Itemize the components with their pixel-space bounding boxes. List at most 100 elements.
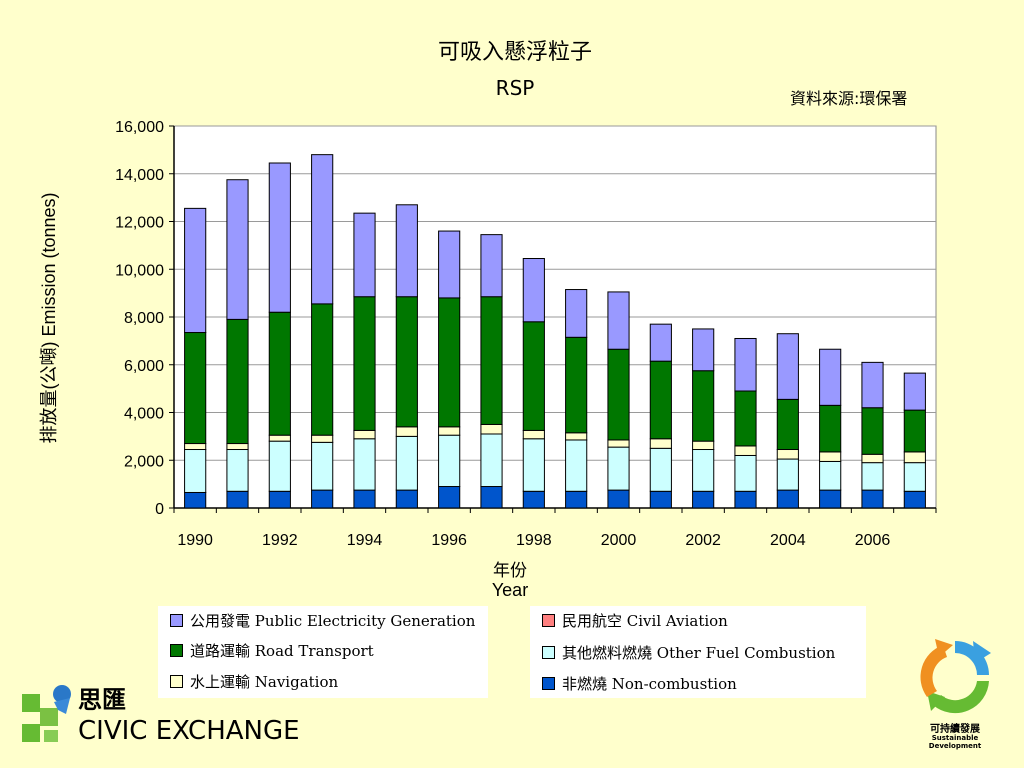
bar-segment (268, 162, 291, 313)
source-note: 資料來源:環保署 (790, 89, 908, 108)
bar-segment (353, 296, 376, 431)
bar-segment (480, 486, 503, 509)
x-tick-label: 1998 (516, 532, 552, 549)
bar-segment (438, 426, 461, 436)
bar-segment (607, 439, 630, 448)
bar-segment (692, 449, 715, 492)
bar-segment (903, 490, 926, 509)
y-tick-label: 2,000 (124, 453, 164, 470)
legend-item-road-transport: 道路運輸 Road Transport (170, 639, 374, 661)
recycle-arrows-icon (920, 639, 991, 714)
bar-segment (395, 204, 418, 298)
legend-right: 民用航空 Civil Aviation 其他燃料燃燒 Other Fuel Co… (530, 606, 866, 698)
legend-label: 民用航空 Civil Aviation (562, 611, 728, 630)
bar-segment (607, 446, 630, 491)
x-axis-label-chinese: 年份 (493, 561, 527, 581)
x-tick-label: 2006 (855, 532, 891, 549)
bar-segment (734, 490, 757, 509)
x-tick-label: 2002 (685, 532, 721, 549)
bar-segment (903, 409, 926, 453)
bar-segment (353, 489, 376, 509)
bar-segment (522, 258, 545, 323)
sustainable-development-logo: 可持續發展 Sustainable Development (905, 635, 1005, 750)
legend-swatch (170, 613, 183, 627)
legend-label: 道路運輸 Road Transport (190, 641, 374, 660)
x-tick-label: 1992 (262, 532, 298, 549)
legend-item-civil-aviation: 民用航空 Civil Aviation (542, 609, 728, 631)
bar-segment (776, 398, 799, 451)
civic-exchange-english-name: CIVIC EXCHANGE (78, 716, 300, 746)
x-tick-label: 2000 (601, 532, 637, 549)
sustainable-development-english: Sustainable Development (928, 734, 982, 750)
bar-segment (565, 490, 588, 509)
bar-segment (353, 438, 376, 491)
bar-segment (438, 297, 461, 428)
bar-segment (395, 489, 418, 509)
bar-segment (565, 289, 588, 338)
bar-segment (565, 336, 588, 434)
bar-segment (607, 291, 630, 350)
bar-segment (184, 443, 207, 451)
bar-segment (903, 372, 926, 411)
bar-segment (311, 489, 334, 509)
legend-swatch (542, 676, 555, 690)
bar-segment (438, 230, 461, 299)
x-tick-label: 1990 (177, 532, 213, 549)
bar-segment (311, 441, 334, 491)
bar-segment (692, 440, 715, 451)
bar-segment (522, 438, 545, 492)
bar-segment (480, 234, 503, 298)
bar-segment (649, 447, 672, 492)
sustainable-development-chinese: 可持續發展 (930, 724, 980, 735)
bar-segment (692, 328, 715, 372)
y-tick-label: 14,000 (115, 167, 164, 184)
bar-segment (819, 489, 842, 509)
bar-segment (480, 296, 503, 425)
bar-segment (819, 348, 842, 406)
bar-segment (184, 207, 207, 334)
y-tick-label: 4,000 (124, 406, 164, 423)
x-tick-label: 2004 (770, 532, 806, 549)
bar-segment (226, 443, 249, 451)
legend-label: 公用發電 Public Electricity Generation (190, 611, 476, 630)
bar-segment (692, 370, 715, 442)
bar-segment (903, 451, 926, 464)
legend-label: 非燃燒 Non-combustion (562, 674, 737, 693)
bar-segment (819, 404, 842, 453)
bar-segment (395, 435, 418, 491)
bar-segment (861, 462, 884, 491)
y-axis-label: 排放量(公噸) Emission (tonnes) (39, 192, 59, 444)
bar-segment (861, 407, 884, 455)
bar-segment (226, 490, 249, 509)
legend-swatch (170, 674, 183, 688)
civic-exchange-chinese-name: 思匯 (78, 686, 126, 714)
legend-item-navigation: 水上運輸 Navigation (170, 670, 338, 692)
chart-title: 可吸入懸浮粒子 (437, 40, 592, 65)
bar-segment (353, 429, 376, 440)
bar-segment (692, 490, 715, 509)
bar-segment (607, 489, 630, 509)
bar-segment (649, 360, 672, 440)
bar-segment (522, 321, 545, 431)
bar-segment (734, 390, 757, 447)
bar-segment (268, 434, 291, 442)
y-tick-label: 6,000 (124, 358, 164, 375)
bar-segment (226, 449, 249, 492)
chart-subtitle: RSP (495, 76, 535, 100)
bar-segment (649, 438, 672, 449)
bar-segment (522, 429, 545, 440)
legend-swatch (542, 645, 555, 659)
bar-segment (480, 433, 503, 488)
bar-segment (861, 453, 884, 464)
x-tick-label: 1996 (431, 532, 467, 549)
y-tick-label: 10,000 (115, 262, 164, 279)
bar-segment (353, 212, 376, 298)
bar-segment (184, 332, 207, 445)
bar-segment (268, 440, 291, 492)
bar-segment (565, 439, 588, 492)
bar-segment (607, 348, 630, 441)
bar-segment (522, 490, 545, 509)
legend-item-public-electricity: 公用發電 Public Electricity Generation (170, 609, 475, 631)
bar-segment (268, 490, 291, 509)
